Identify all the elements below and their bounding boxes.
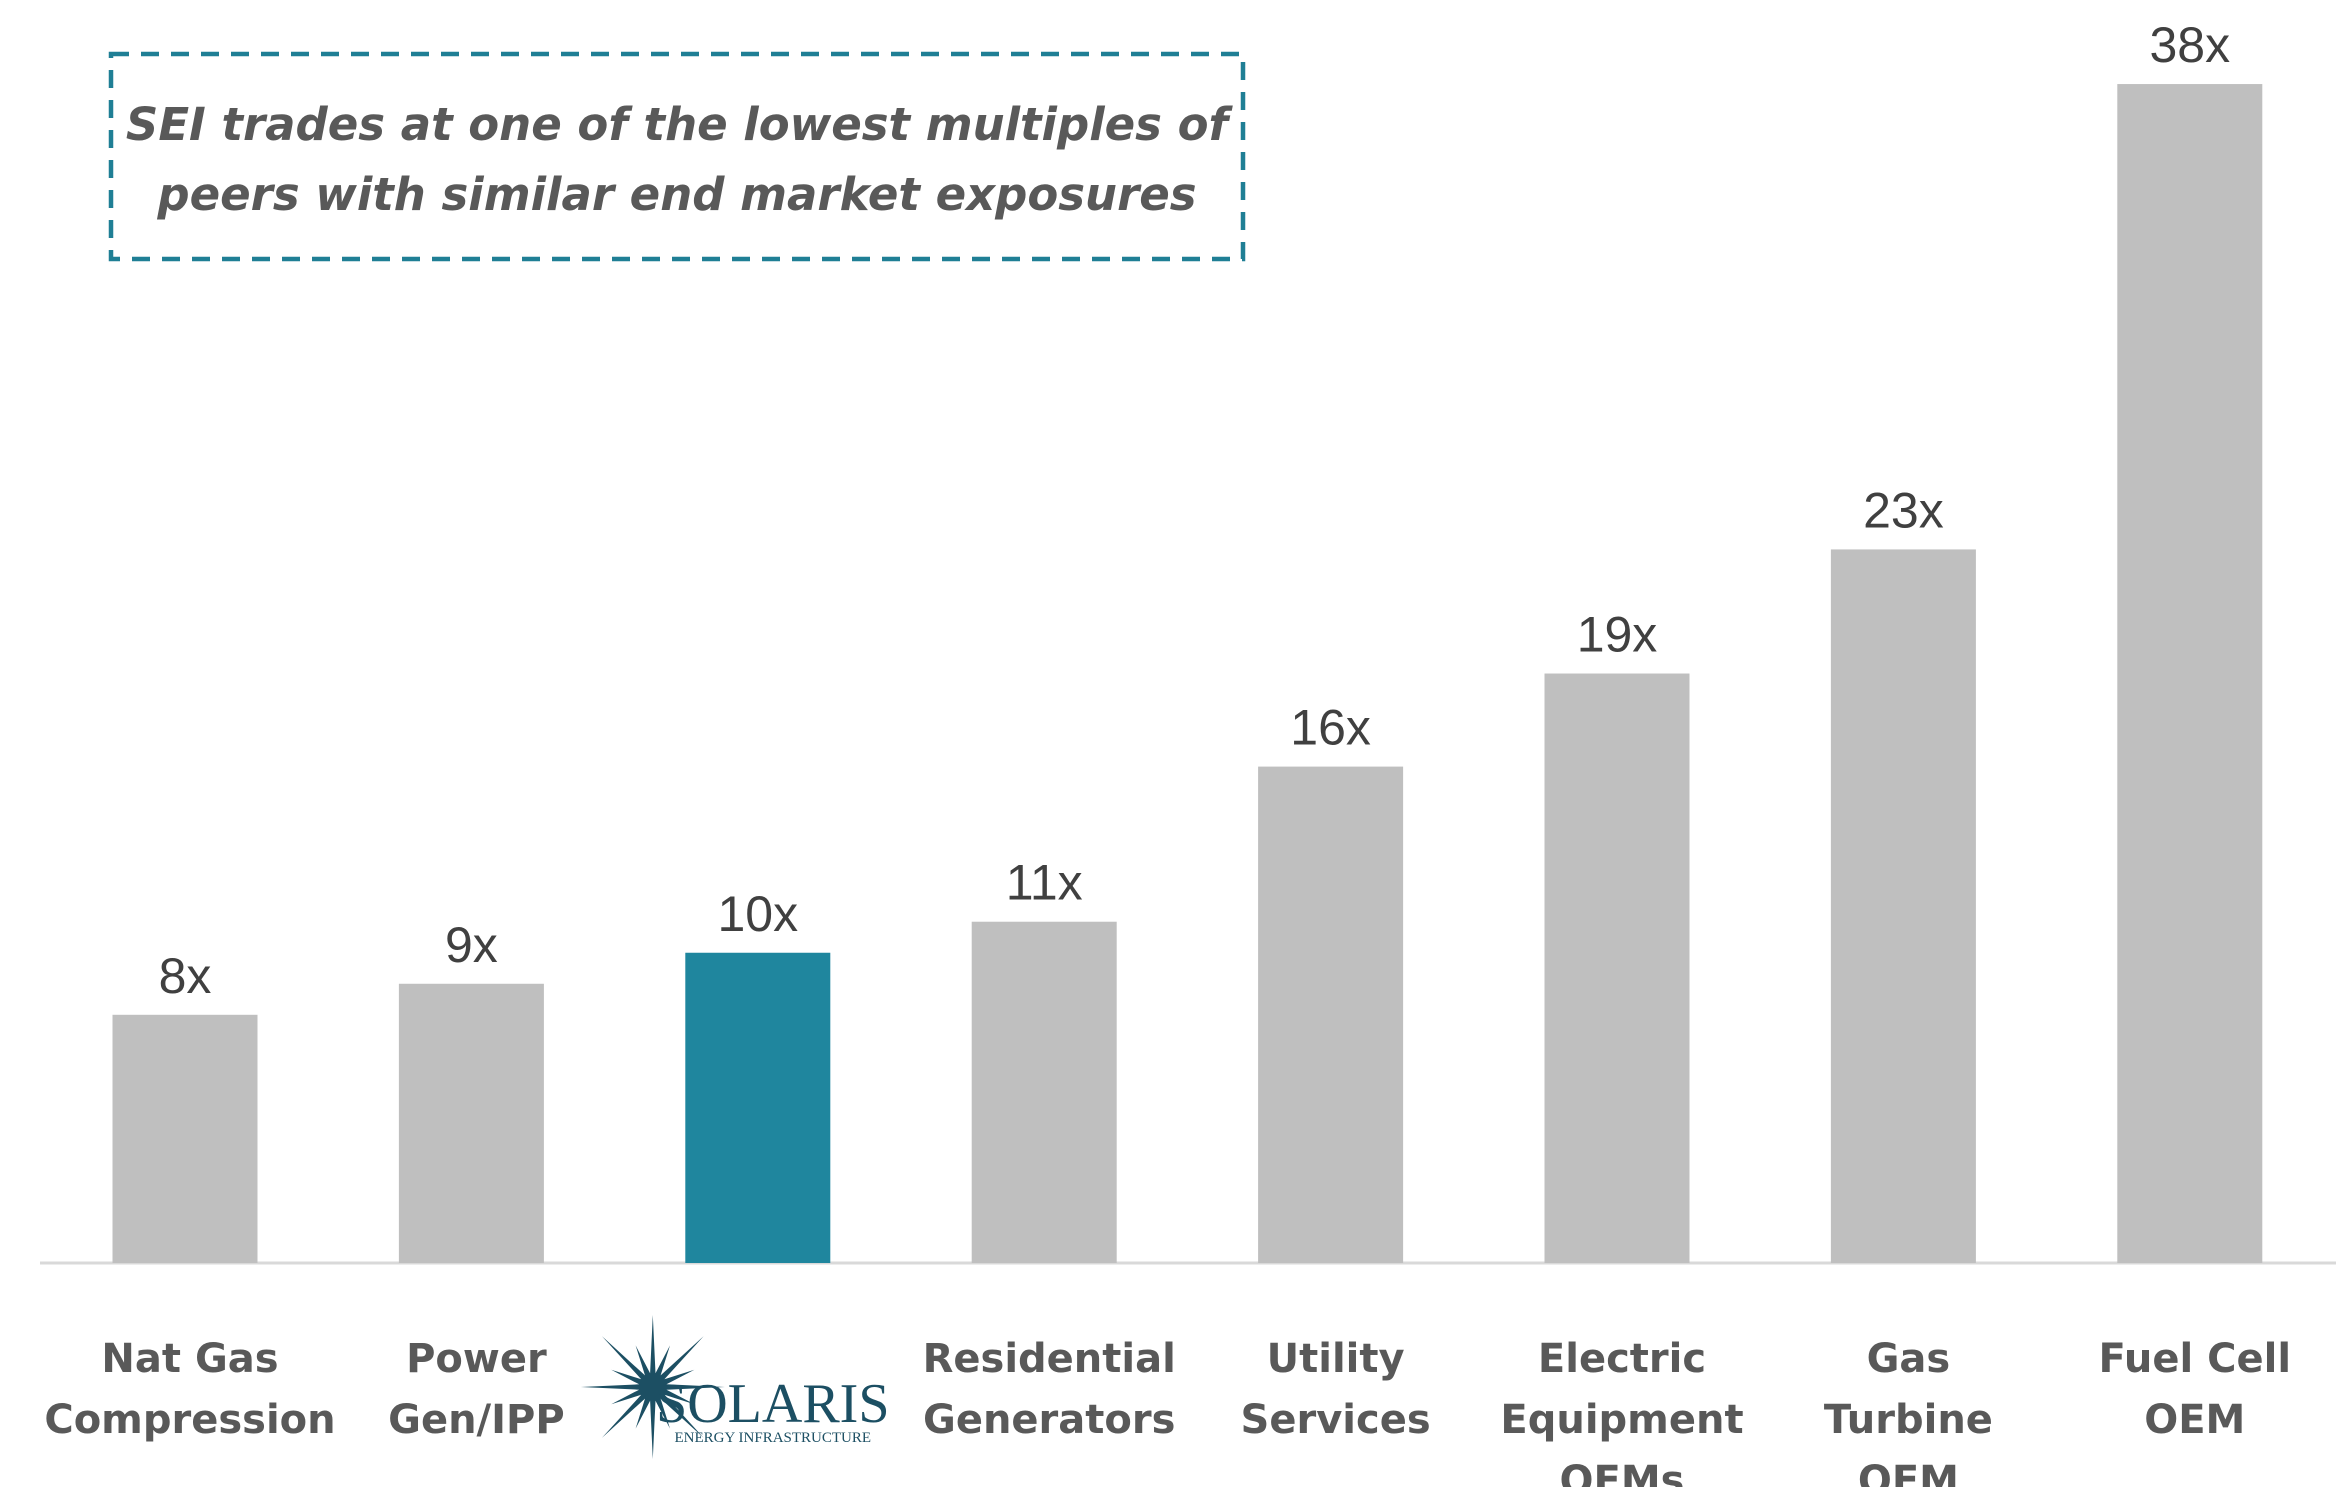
value-label: 11x bbox=[1006, 855, 1083, 911]
value-label: 16x bbox=[1290, 700, 1371, 756]
x-tick-label: Gen/IPP bbox=[388, 1397, 565, 1443]
x-tick-label: Fuel Cell bbox=[2099, 1336, 2291, 1382]
logo-name: SOLARIS bbox=[656, 1373, 889, 1435]
x-tick-label: Equipment bbox=[1500, 1397, 1743, 1443]
x-tick-label: Generators bbox=[923, 1397, 1175, 1443]
x-tick-label: OEM bbox=[1858, 1458, 1959, 1487]
x-tick-label: Compression bbox=[44, 1397, 335, 1443]
x-tick-label: Utility bbox=[1267, 1336, 1405, 1382]
x-tick-label: Electric bbox=[1538, 1336, 1706, 1382]
logo-sub: ENERGY INFRASTRUCTURE bbox=[675, 1430, 872, 1446]
bar bbox=[398, 983, 544, 1263]
value-label: 10x bbox=[717, 886, 798, 942]
x-tick-label: Turbine bbox=[1824, 1397, 1993, 1443]
value-label: 8x bbox=[159, 948, 212, 1004]
x-tick-label: Power bbox=[406, 1336, 547, 1382]
value-label: 38x bbox=[2149, 17, 2230, 73]
bar bbox=[1830, 549, 1976, 1263]
bar bbox=[1544, 673, 1690, 1263]
value-label: 9x bbox=[445, 917, 498, 973]
value-label: 23x bbox=[1863, 482, 1944, 538]
bar bbox=[971, 921, 1117, 1263]
value-label: 19x bbox=[1577, 607, 1658, 663]
x-tick-label: OEM bbox=[2144, 1397, 2245, 1443]
x-tick-label: Nat Gas bbox=[101, 1336, 278, 1382]
annotation-line: peers with similar end market exposures bbox=[156, 168, 1196, 221]
bar bbox=[2117, 84, 2263, 1263]
annotation-box bbox=[108, 51, 1246, 262]
bar bbox=[685, 952, 831, 1263]
logo-star bbox=[580, 1315, 725, 1459]
x-tick-label: Services bbox=[1241, 1397, 1431, 1443]
x-tick-label: Residential bbox=[923, 1336, 1176, 1382]
bar bbox=[112, 1014, 258, 1263]
x-tick-label: Gas bbox=[1867, 1336, 1951, 1382]
bar bbox=[1258, 766, 1404, 1263]
annotation-line: SEI trades at one of the lowest multiple… bbox=[126, 98, 1234, 151]
x-tick-label: OEMs bbox=[1560, 1458, 1685, 1487]
